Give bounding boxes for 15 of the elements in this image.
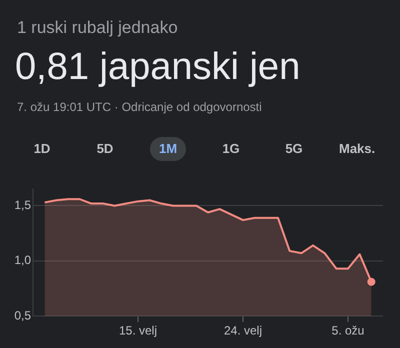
text: 7. ožu 19:01 UTC · Odricanje od odgovornosti (17, 100, 262, 114)
text: 1M (150, 137, 186, 161)
x-tick-label: 24. velj (224, 324, 262, 338)
y-tick-label: 0,5 (14, 308, 32, 322)
y-tick-label: 1,0 (14, 253, 32, 268)
text: 1G (221, 140, 241, 158)
x-tick-label: 15. velj (118, 324, 158, 338)
x-tick-label: 5. ožu (332, 324, 364, 338)
y-tick-label: 1,5 (14, 198, 32, 212)
chart-title: 0,81 japanski jen (15, 46, 300, 89)
text: 5D (96, 140, 114, 158)
chart-subtitle: 1 ruski rubalj jednako (17, 18, 178, 38)
text: 5G (284, 140, 304, 158)
text: 1D (32, 140, 52, 158)
text: Maks. (339, 140, 376, 158)
